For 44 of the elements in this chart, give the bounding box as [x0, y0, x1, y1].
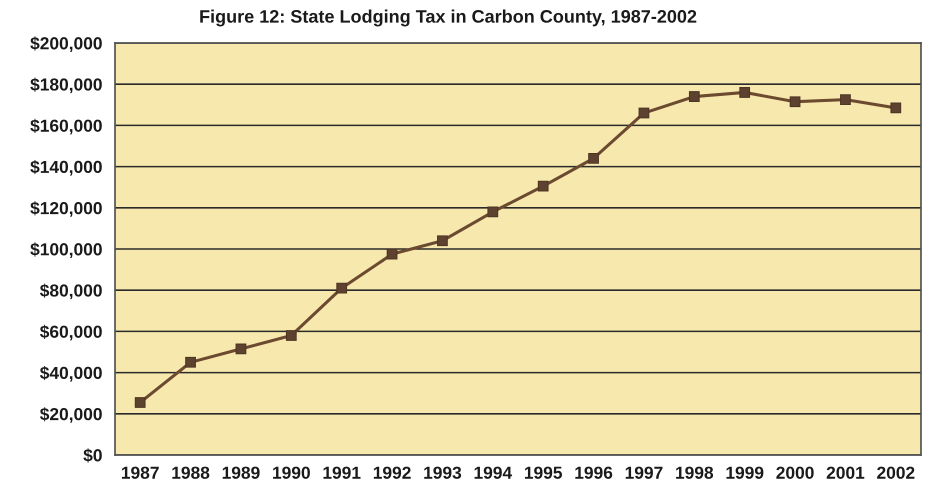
point	[336, 282, 348, 294]
x-tick-label: 2000	[776, 466, 814, 479]
x-tick-label: 1993	[424, 466, 462, 479]
x-tick-label: 1998	[676, 466, 714, 479]
x-tick-label: 2002	[877, 466, 914, 479]
point	[638, 108, 650, 118]
x-tick-label: 1997	[626, 466, 662, 479]
point	[688, 91, 700, 102]
y-tick-label: $20,000	[40, 407, 102, 423]
point	[739, 87, 750, 98]
point	[236, 344, 246, 354]
x-tick-label: 1999	[726, 466, 764, 479]
point	[386, 248, 398, 260]
x-tick-label: 1988	[172, 466, 210, 479]
y-tick-label: $140,000	[30, 160, 102, 176]
y-tick-label: $60,000	[40, 324, 102, 340]
point	[487, 206, 498, 218]
y-tick-label: $40,000	[40, 366, 102, 382]
point	[840, 94, 851, 106]
chart-title: Figure 12: State Lodging Tax in Carbon County, 1987-2002	[200, 10, 696, 26]
y-tick-label: $100,000	[30, 242, 102, 258]
y-tick-label: $200,000	[30, 36, 102, 52]
point	[588, 152, 599, 164]
x-tick-label: 1996	[575, 466, 612, 479]
point	[790, 96, 800, 108]
x-tick-label: 1989	[222, 466, 260, 479]
x-tick-label: 1987	[122, 466, 159, 479]
y-tick-label: $120,000	[30, 201, 102, 217]
y-tick-label: $180,000	[30, 78, 102, 94]
x-tick-label: 2001	[826, 466, 864, 479]
x-tick-label: 1990	[273, 466, 310, 479]
point	[286, 330, 297, 341]
x-tick-label: 1994	[474, 466, 512, 479]
y-tick-label: $0	[83, 448, 102, 463]
point	[134, 397, 146, 408]
x-tick-label: 1992	[374, 466, 411, 479]
x-tick-label: 1995	[524, 466, 562, 479]
y-tick-label: $80,000	[40, 284, 102, 300]
x-tick-label: 1991	[323, 466, 361, 479]
y-tick-label: $160,000	[30, 118, 102, 134]
point	[437, 235, 448, 246]
point	[890, 102, 902, 114]
point	[185, 356, 196, 368]
point	[538, 180, 549, 192]
